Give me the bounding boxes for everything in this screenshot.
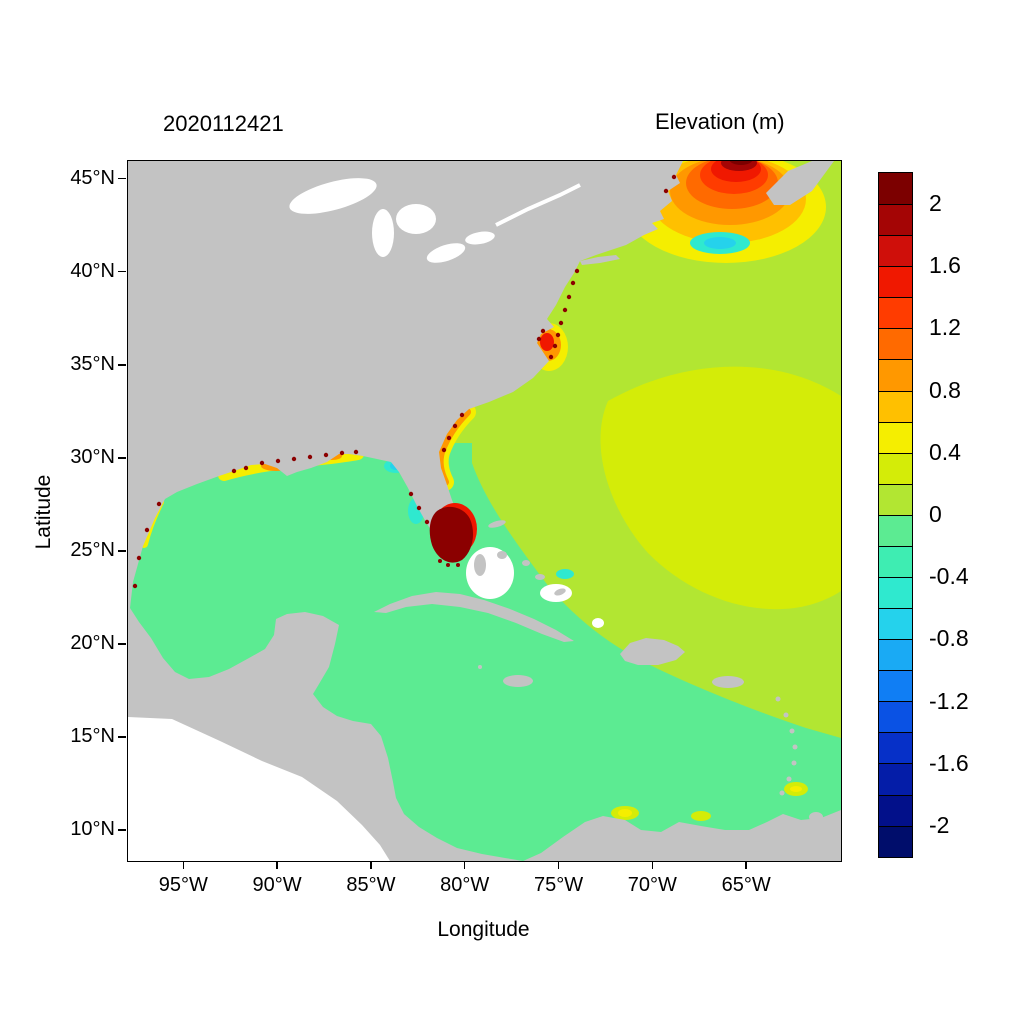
elevation-map-svg [128, 161, 841, 861]
colorbar-cell [879, 235, 912, 267]
greater-antilles-land [374, 592, 744, 688]
colorbar-cell [879, 421, 912, 453]
colorbar-tick-label: -1.6 [929, 749, 969, 776]
x-tick-mark [651, 861, 654, 869]
colorbar [878, 172, 913, 858]
y-tick-label: 15°N [70, 725, 115, 748]
colorbar-cell [879, 328, 912, 360]
colorbar-title: Elevation (m) [655, 109, 785, 134]
fundy-hotspot [626, 161, 826, 263]
colorbar-tick-label: 1.2 [929, 314, 961, 341]
y-tick-mark [118, 829, 126, 831]
y-tick-label: 40°N [70, 259, 115, 282]
colorbar-cell [879, 825, 912, 857]
colorbar-cell [879, 577, 912, 609]
y-tick-mark [118, 270, 126, 273]
colorbar-cell [879, 545, 912, 578]
y-tick-label: 45°N [70, 166, 115, 189]
great-lakes [289, 178, 581, 263]
run-timestamp: 2020112421 [163, 111, 284, 136]
x-tick-mark [463, 861, 466, 869]
venezuela-yellow-spots [611, 782, 808, 821]
bahama-banks [466, 520, 604, 628]
y-tick-label: 25°N [70, 538, 115, 561]
colorbar-tick-label: 0.8 [929, 376, 961, 403]
x-tick-mark [745, 861, 747, 869]
y-tick-label: 30°N [70, 445, 115, 468]
colorbar-cell [879, 670, 912, 702]
colorbar-cell [879, 763, 912, 795]
colorbar-cell [879, 266, 912, 298]
y-tick-mark [118, 736, 126, 738]
x-tick-mark [182, 861, 185, 869]
colorbar-cell [879, 452, 912, 484]
atlantic-high-patch [600, 366, 841, 610]
long-island-land [580, 255, 620, 265]
x-tick-label: 95°W [158, 874, 208, 896]
colorbar-tick-label: -0.8 [929, 625, 969, 652]
pacific-no-data-overlay [128, 717, 390, 861]
colorbar-tick-label: 2 [929, 190, 942, 217]
x-axis-title: Longitude [437, 918, 530, 941]
x-tick-label: 70°W [627, 874, 677, 896]
x-tick-mark [557, 861, 560, 869]
x-tick-label: 80°W [440, 874, 490, 896]
y-tick-mark [118, 643, 126, 645]
map-plot-area [127, 160, 842, 862]
x-tick-mark [370, 861, 372, 869]
x-tick-label: 90°W [252, 874, 302, 896]
colorbar-tick-label: 0 [929, 501, 942, 527]
colorbar-tick-label: -1.2 [929, 687, 969, 714]
x-tick-label: 85°W [346, 874, 396, 896]
colorbar-cell [879, 204, 912, 236]
colorbar-cell [879, 390, 912, 422]
colorbar-tick-label: 0.4 [929, 438, 961, 465]
y-tick-mark [118, 550, 126, 552]
colorbar-tick-label: -0.4 [929, 563, 969, 590]
colorbar-cell [879, 608, 912, 640]
nova-scotia-land [766, 161, 834, 205]
colorbar-tick-label: 1.6 [929, 252, 961, 279]
coastal-darkred-speckles [132, 174, 677, 589]
colorbar-cell [879, 483, 912, 515]
x-tick-label: 75°W [533, 874, 584, 896]
lesser-antilles-land [775, 696, 823, 822]
colorbar-cell [879, 639, 912, 671]
scotian-cyan-patch [690, 232, 750, 254]
colorbar-cell [879, 794, 912, 826]
colorbar-cell [879, 701, 912, 733]
south-america-land [523, 810, 841, 861]
colorbar-tick-label: -2 [929, 811, 950, 838]
x-tick-label: 65°W [721, 874, 771, 896]
bahamas-cyan-patch [556, 569, 574, 579]
colorbar-cell [879, 514, 912, 546]
colorbar-cell [879, 732, 912, 764]
y-tick-mark [118, 457, 126, 459]
colorbar-cell [879, 173, 912, 205]
x-tick-mark [276, 861, 278, 869]
y-tick-label: 35°N [70, 352, 115, 375]
colorbar-cell [879, 297, 912, 329]
y-tick-label: 10°N [70, 818, 115, 841]
y-tick-label: 20°N [70, 632, 115, 655]
north-america-land [128, 161, 683, 861]
colorbar-cell [879, 359, 912, 391]
south-florida-darkred-blob [429, 503, 477, 567]
y-tick-mark [118, 177, 126, 180]
y-tick-mark [118, 364, 126, 366]
